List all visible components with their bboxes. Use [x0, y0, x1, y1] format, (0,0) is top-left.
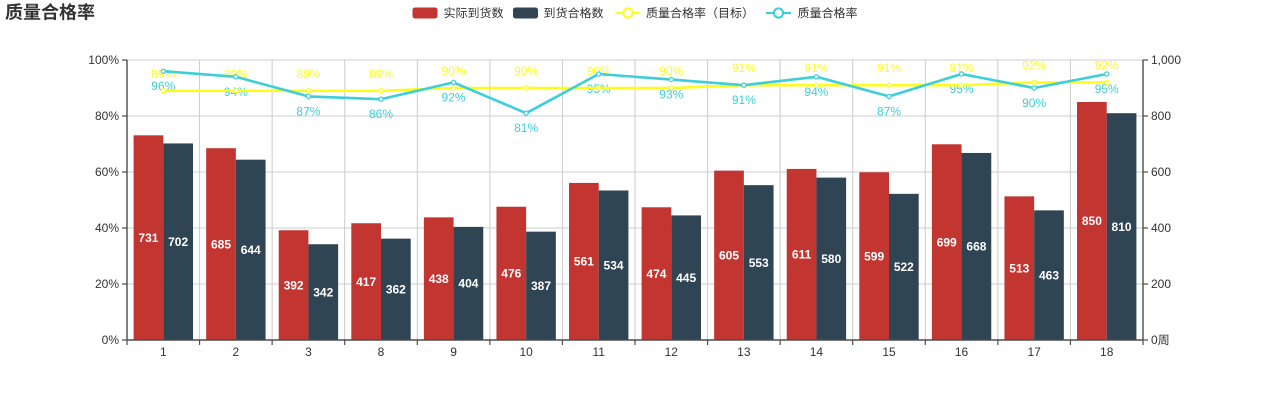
- svg-text:87%: 87%: [877, 104, 901, 118]
- svg-text:91%: 91%: [877, 61, 901, 75]
- svg-text:17: 17: [1027, 345, 1041, 359]
- svg-text:685: 685: [211, 237, 231, 251]
- svg-text:445: 445: [676, 271, 696, 285]
- svg-text:668: 668: [966, 240, 986, 254]
- svg-text:387: 387: [531, 279, 551, 293]
- svg-text:14: 14: [810, 345, 824, 359]
- svg-text:474: 474: [646, 267, 666, 281]
- svg-text:90%: 90%: [1022, 96, 1046, 110]
- svg-text:731: 731: [138, 231, 158, 245]
- svg-text:89%: 89%: [369, 67, 393, 81]
- svg-text:200: 200: [1151, 277, 1171, 291]
- svg-text:534: 534: [604, 258, 624, 272]
- svg-text:13: 13: [737, 345, 751, 359]
- svg-text:90%: 90%: [514, 64, 538, 78]
- svg-text:91%: 91%: [732, 61, 756, 75]
- svg-text:513: 513: [1009, 261, 1029, 275]
- svg-text:599: 599: [864, 249, 884, 263]
- svg-text:16: 16: [955, 345, 969, 359]
- svg-text:8: 8: [378, 345, 385, 359]
- svg-text:3: 3: [305, 345, 312, 359]
- svg-text:810: 810: [1112, 220, 1132, 234]
- svg-text:12: 12: [665, 345, 679, 359]
- svg-text:561: 561: [574, 255, 594, 269]
- svg-text:0: 0: [1151, 333, 1158, 347]
- svg-text:91%: 91%: [950, 61, 974, 75]
- svg-text:702: 702: [168, 235, 188, 249]
- svg-text:87%: 87%: [296, 104, 320, 118]
- svg-text:1,000: 1,000: [1151, 53, 1181, 67]
- svg-text:522: 522: [894, 260, 914, 274]
- svg-text:90%: 90%: [659, 64, 683, 78]
- svg-text:600: 600: [1151, 165, 1171, 179]
- svg-text:800: 800: [1151, 109, 1171, 123]
- svg-text:463: 463: [1039, 268, 1059, 282]
- svg-text:81%: 81%: [514, 121, 538, 135]
- svg-text:95%: 95%: [1095, 82, 1119, 96]
- svg-text:10: 10: [519, 345, 533, 359]
- svg-text:342: 342: [313, 285, 333, 299]
- svg-text:553: 553: [749, 256, 769, 270]
- svg-text:476: 476: [501, 267, 521, 281]
- svg-text:92%: 92%: [1095, 58, 1119, 72]
- svg-text:15: 15: [882, 345, 896, 359]
- svg-text:92%: 92%: [442, 90, 466, 104]
- svg-text:392: 392: [284, 278, 304, 292]
- svg-text:11: 11: [592, 345, 605, 359]
- svg-text:400: 400: [1151, 221, 1171, 235]
- svg-text:60%: 60%: [95, 165, 119, 179]
- svg-text:438: 438: [429, 272, 449, 286]
- svg-text:91%: 91%: [804, 61, 828, 75]
- svg-text:699: 699: [937, 235, 957, 249]
- svg-text:2: 2: [233, 345, 240, 359]
- svg-text:20%: 20%: [95, 277, 119, 291]
- svg-text:850: 850: [1082, 214, 1102, 228]
- svg-text:0%: 0%: [102, 333, 120, 347]
- svg-text:417: 417: [356, 275, 376, 289]
- svg-text:18: 18: [1100, 345, 1114, 359]
- svg-text:1: 1: [160, 345, 167, 359]
- svg-text:93%: 93%: [659, 88, 683, 102]
- svg-text:90%: 90%: [442, 64, 466, 78]
- svg-text:94%: 94%: [804, 85, 828, 99]
- svg-text:362: 362: [386, 283, 406, 297]
- svg-text:91%: 91%: [732, 93, 756, 107]
- svg-text:80%: 80%: [95, 109, 119, 123]
- svg-text:611: 611: [792, 248, 812, 262]
- svg-text:40%: 40%: [95, 221, 119, 235]
- svg-text:644: 644: [241, 243, 261, 257]
- svg-text:580: 580: [821, 252, 841, 266]
- svg-text:404: 404: [458, 277, 478, 291]
- svg-text:86%: 86%: [369, 107, 393, 121]
- svg-text:89%: 89%: [296, 67, 320, 81]
- svg-text:100%: 100%: [88, 53, 119, 67]
- svg-text:605: 605: [719, 249, 739, 263]
- svg-text:92%: 92%: [1022, 58, 1046, 72]
- svg-text:9: 9: [450, 345, 457, 359]
